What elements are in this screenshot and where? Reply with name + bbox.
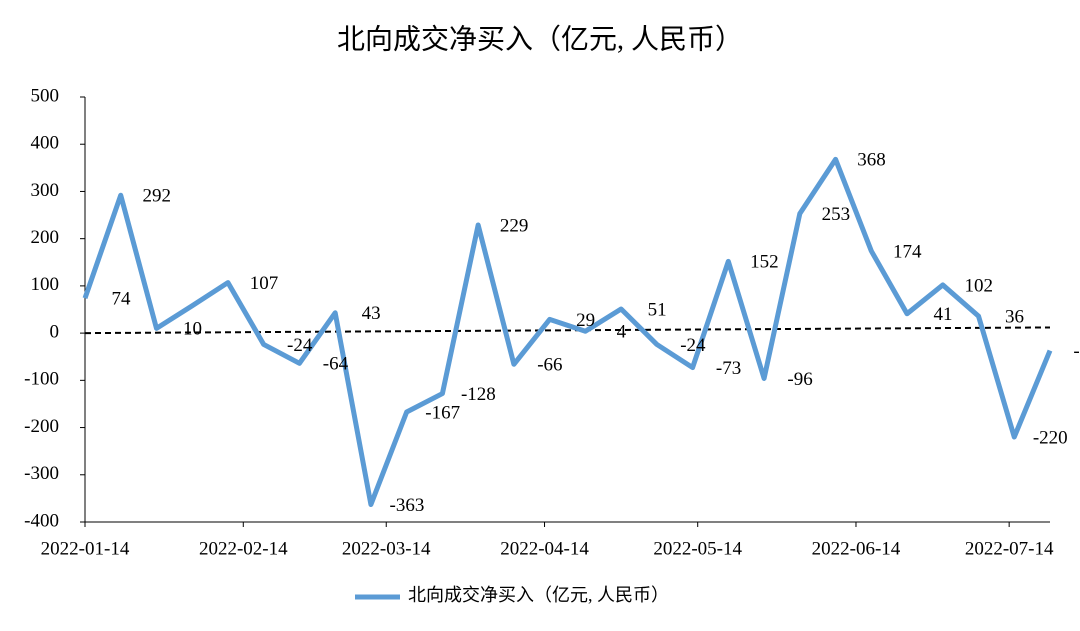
y-tick-label: 400 <box>31 133 60 154</box>
data-label: -64 <box>323 354 349 375</box>
data-label: 292 <box>142 186 171 207</box>
data-label: -73 <box>716 358 741 379</box>
line <box>82 156 1053 508</box>
x-tick-label: 2022-02-14 <box>199 538 288 559</box>
chart-title: 北向成交净买入（亿元, 人民币） <box>337 23 743 55</box>
data-label: 43 <box>362 303 381 324</box>
data-label: -24 <box>680 335 706 356</box>
y-tick-label: 200 <box>31 227 60 248</box>
data-label: 74 <box>112 289 132 310</box>
x-tick-label: 2022-03-14 <box>342 538 431 559</box>
x-tick-label: 2022-01-14 <box>41 538 130 559</box>
x-tick-label: 2022-05-14 <box>653 538 742 559</box>
data-label: -66 <box>537 355 562 376</box>
data-label: -24 <box>287 335 313 356</box>
data-label: 174 <box>893 241 922 262</box>
data-label: 29 <box>576 310 595 331</box>
legend-label: 北向成交净买入（亿元, 人民币） <box>408 585 669 605</box>
data-label: 36 <box>1005 306 1024 327</box>
data-label: -167 <box>425 402 460 423</box>
data-label: -128 <box>461 384 496 405</box>
y-tick-label: -400 <box>24 510 59 531</box>
y-tick-label: -200 <box>24 416 59 437</box>
y-tick-label: 500 <box>31 85 60 106</box>
data-label: -37 <box>1073 341 1080 362</box>
data-label: -220 <box>1033 427 1068 448</box>
data-label: 368 <box>857 150 886 171</box>
data-label: 253 <box>822 204 851 225</box>
data-label: 107 <box>250 273 279 294</box>
data-label: 152 <box>750 252 779 273</box>
data-label: 51 <box>648 299 667 320</box>
data-label: 4 <box>617 322 627 343</box>
data-label: 229 <box>500 215 529 236</box>
y-tick-label: -300 <box>24 463 59 484</box>
trendline <box>84 326 1051 335</box>
x-tick-label: 2022-06-14 <box>812 538 901 559</box>
x-tick-label: 2022-04-14 <box>500 538 589 559</box>
y-tick-label: 300 <box>31 180 60 201</box>
data-label: -363 <box>390 495 425 516</box>
y-tick-label: -100 <box>24 369 59 390</box>
x-tick-label: 2022-07-14 <box>965 538 1054 559</box>
data-label: 10 <box>183 319 202 340</box>
data-label: 102 <box>965 275 994 296</box>
data-label: 41 <box>934 304 953 325</box>
y-tick-label: 0 <box>50 321 60 342</box>
y-tick-label: 100 <box>31 274 60 295</box>
data-label: -96 <box>787 369 812 390</box>
